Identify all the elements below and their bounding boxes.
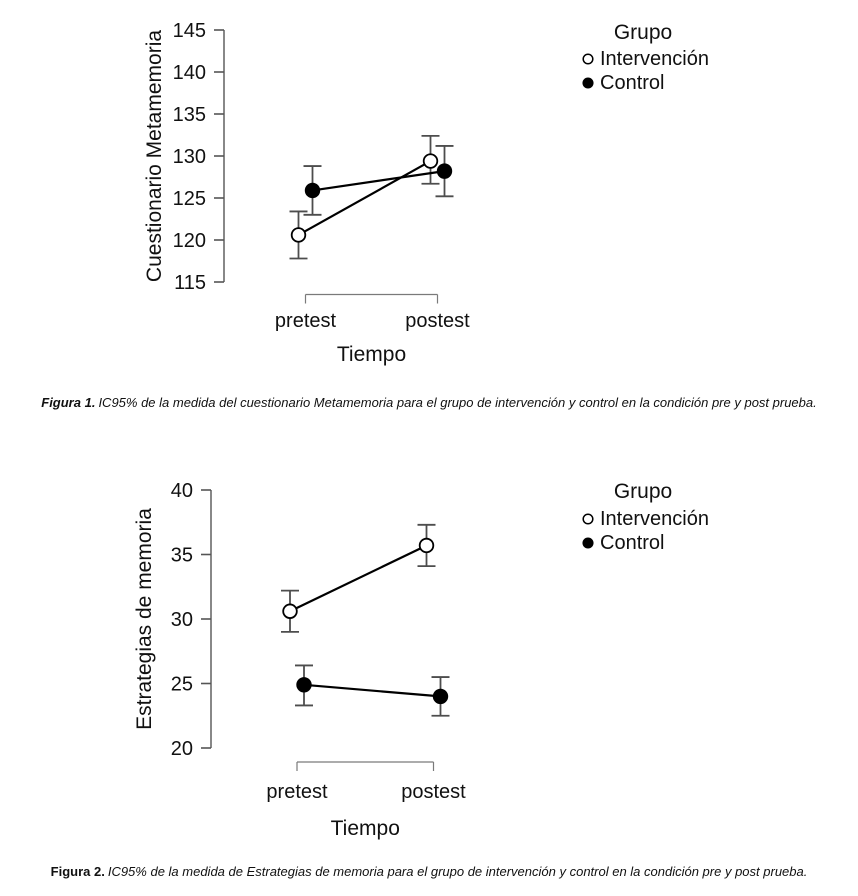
y-tick-label: 25 <box>171 674 193 696</box>
y-tick-label: 130 <box>173 146 206 168</box>
data-point-marker <box>418 537 435 554</box>
y-tick-label: 140 <box>173 62 206 84</box>
y-tick-label: 115 <box>174 272 206 294</box>
y-tick-label: 40 <box>171 480 193 502</box>
data-point-marker <box>296 677 312 693</box>
series-line <box>297 160 432 236</box>
figure-1-caption-text: IC95% de la medida del cuestionario Meta… <box>98 395 817 410</box>
y-tick-label: 35 <box>171 545 193 567</box>
data-point-marker <box>436 163 453 179</box>
figure-1-caption-label: Figura 1. <box>41 395 96 410</box>
data-point-marker <box>422 153 439 169</box>
y-tick-label: 120 <box>173 230 206 252</box>
x-axis-title: Tiempo <box>337 343 406 366</box>
y-tick-label: 145 <box>173 20 206 42</box>
figure-2-caption-label: Figura 2. <box>50 864 105 879</box>
x-tick-label: pretest <box>266 781 328 803</box>
chart-cuestionario-metamemoria: 115 120 125 130 135 140 145 Cuestionario Metame… <box>143 20 709 366</box>
data-point-marker <box>304 182 321 199</box>
legend-title: Grupo <box>614 21 672 44</box>
x-tick-label: pretest <box>275 310 337 332</box>
legend-marker <box>582 53 594 65</box>
x-tick-label: postest <box>405 310 470 332</box>
y-tick-label: 135 <box>173 104 206 126</box>
y-axis-title: Cuestionario Metamemoria <box>143 30 166 282</box>
legend-label: Control <box>600 72 664 94</box>
data-point-marker <box>432 688 449 705</box>
legend-label: Control <box>600 532 664 554</box>
y-axis-title: Estrategias de memoria <box>133 508 156 730</box>
series-line <box>303 683 441 698</box>
series-line <box>289 544 427 613</box>
x-axis-title: Tiempo <box>331 817 400 840</box>
y-tick-label: 20 <box>171 738 193 760</box>
chart-estrategias-de-memoria: 20 25 30 35 40 Estrategias de memoria pretest p… <box>133 480 709 840</box>
figure-2-caption: Figura 2. IC95% de la medida de Estrategi… <box>0 864 858 880</box>
y-tick-label: 125 <box>173 188 206 210</box>
figure-1-caption: Figura 1. IC95% de la medida del cuestion… <box>0 395 858 411</box>
legend-marker <box>582 513 594 525</box>
legend-title: Grupo <box>614 480 672 503</box>
series-line <box>312 170 445 192</box>
data-point-marker <box>290 227 307 243</box>
y-tick-label: 30 <box>171 609 193 631</box>
x-tick-label: postest <box>401 781 466 803</box>
legend-marker <box>582 77 594 89</box>
figure-2-caption-text: IC95% de la medida de Estrategias de mem… <box>107 864 808 879</box>
legend-label: Intervención <box>600 48 709 70</box>
legend-marker <box>582 537 594 549</box>
legend-label: Intervención <box>600 508 709 530</box>
data-point-marker <box>282 603 298 619</box>
